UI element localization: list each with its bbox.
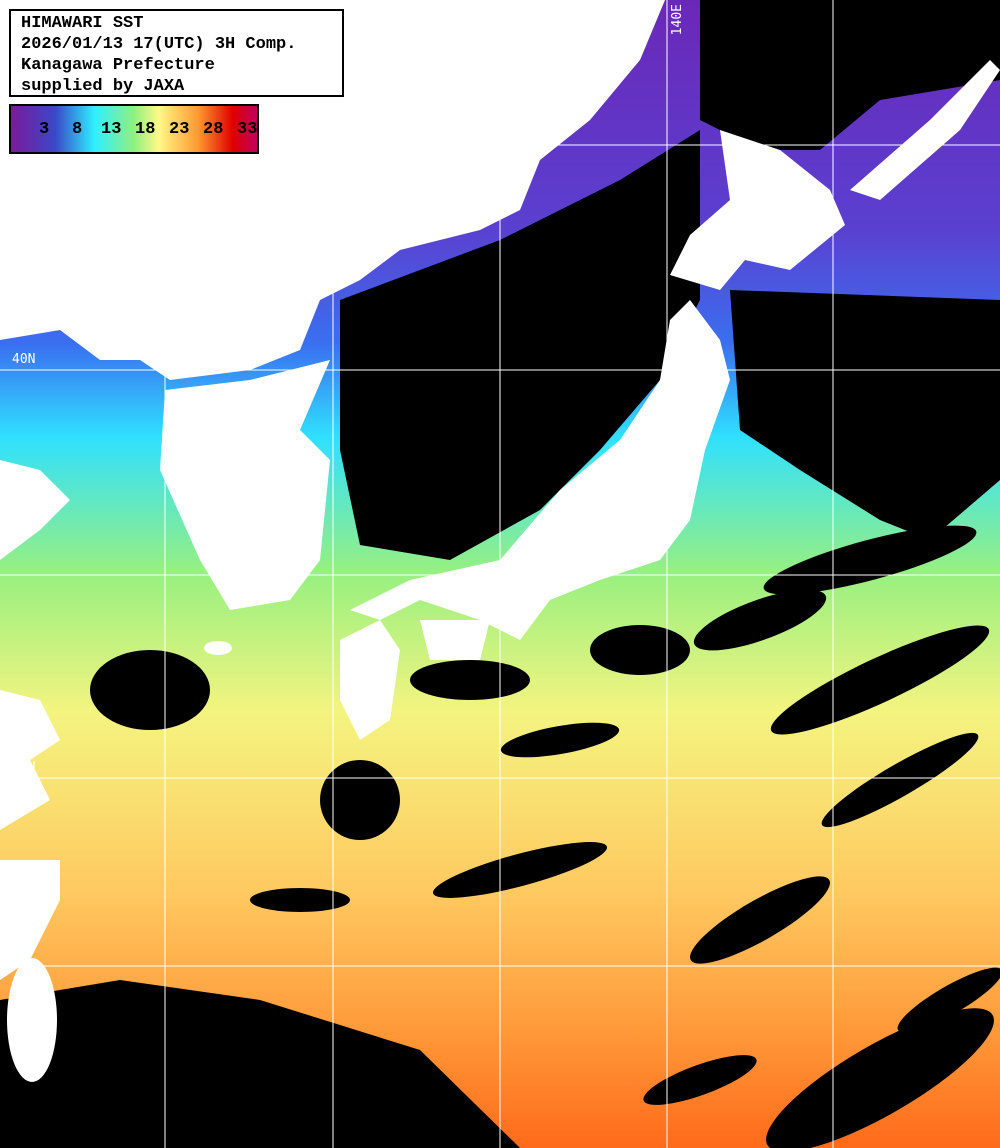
lon-label-140e: 140E — [670, 4, 685, 36]
land-china-south — [0, 860, 60, 980]
legend-tick: 33 — [237, 120, 258, 139]
legend-tick: 8 — [72, 120, 83, 139]
legend-tick: 3 — [39, 120, 50, 139]
legend-tick: 18 — [135, 120, 156, 139]
timestamp: 2026/01/13 17(UTC) 3H Comp. — [21, 35, 297, 54]
land-hokkaido — [670, 130, 845, 290]
info-box: HIMAWARI SST 2026/01/13 17(UTC) 3H Comp.… — [9, 9, 344, 97]
land-sakhalin — [850, 60, 1000, 200]
land-china-coast — [0, 690, 60, 830]
land-honshu — [350, 300, 730, 640]
legend-tick: 13 — [101, 120, 122, 139]
color-scale-legend: 3 8 13 18 23 28 33 — [9, 104, 259, 154]
legend-tick: 23 — [169, 120, 190, 139]
provider: Kanagawa Prefecture — [21, 56, 215, 75]
land-kyushu — [340, 620, 400, 740]
land-korea — [160, 360, 330, 610]
product-title: HIMAWARI SST — [21, 14, 144, 33]
land-shikoku — [420, 620, 490, 660]
legend-tick: 28 — [203, 120, 224, 139]
land-taiwan — [7, 958, 57, 1082]
lat-label-40n: 40N — [12, 352, 36, 367]
land-shandong — [0, 460, 70, 560]
lat-label-30n: 30N — [12, 760, 36, 775]
data-source: supplied by JAXA — [21, 77, 185, 96]
